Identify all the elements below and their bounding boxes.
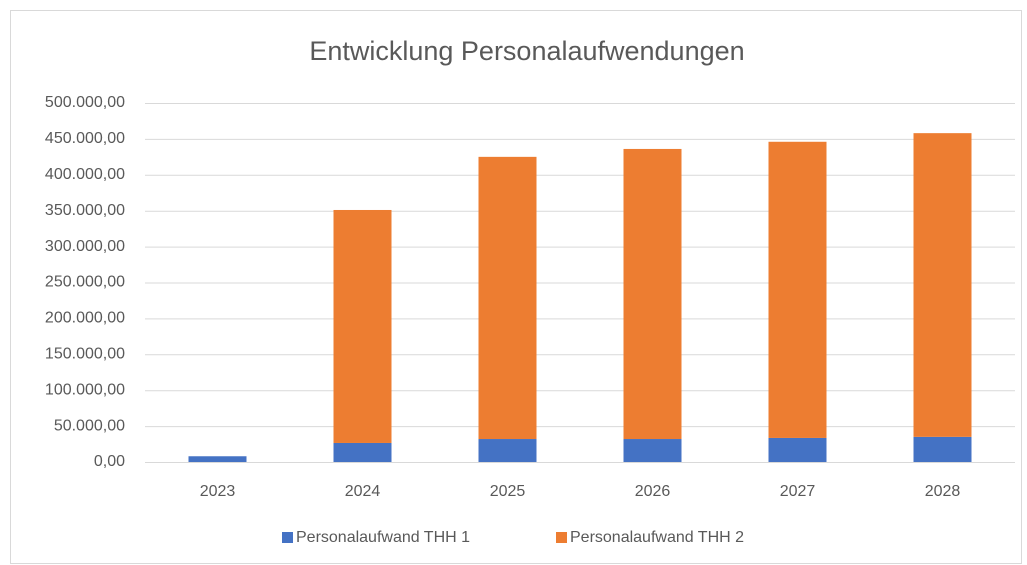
y-tick-label: 200.000,00 [45, 310, 125, 327]
legend-swatch [282, 532, 293, 543]
y-tick-label: 100.000,00 [45, 381, 125, 398]
y-tick-label: 50.000,00 [54, 417, 125, 434]
bar-segment [623, 439, 682, 462]
x-tick-label: 2025 [490, 483, 526, 500]
y-tick-label: 500.000,00 [45, 94, 125, 111]
bar-segment [913, 436, 972, 462]
x-tick-label: 2023 [200, 483, 236, 500]
legend-swatch [556, 532, 567, 543]
bar-segment [333, 442, 392, 462]
bar-segment [768, 437, 827, 462]
bar-segment [478, 439, 537, 462]
bar-segment [913, 133, 972, 437]
y-tick-label: 350.000,00 [45, 202, 125, 219]
x-tick-label: 2024 [345, 483, 381, 500]
x-tick-label: 2027 [780, 483, 816, 500]
bar-segment [478, 156, 537, 440]
y-tick-label: 300.000,00 [45, 238, 125, 255]
legend-label: Personalaufwand THH 2 [570, 529, 744, 546]
y-tick-label: 0,00 [94, 453, 125, 470]
bar-segment [333, 209, 392, 443]
bar-segment [768, 141, 827, 438]
x-tick-label: 2026 [635, 483, 671, 500]
x-tick-label: 2028 [925, 483, 961, 500]
y-tick-label: 400.000,00 [45, 166, 125, 183]
legend-label: Personalaufwand THH 1 [296, 529, 470, 546]
y-tick-label: 250.000,00 [45, 274, 125, 291]
chart-title: Entwicklung Personalaufwendungen [309, 36, 744, 66]
bar-segment [188, 456, 247, 462]
y-tick-label: 450.000,00 [45, 130, 125, 147]
y-tick-label: 150.000,00 [45, 346, 125, 363]
bar-segment [623, 148, 682, 440]
